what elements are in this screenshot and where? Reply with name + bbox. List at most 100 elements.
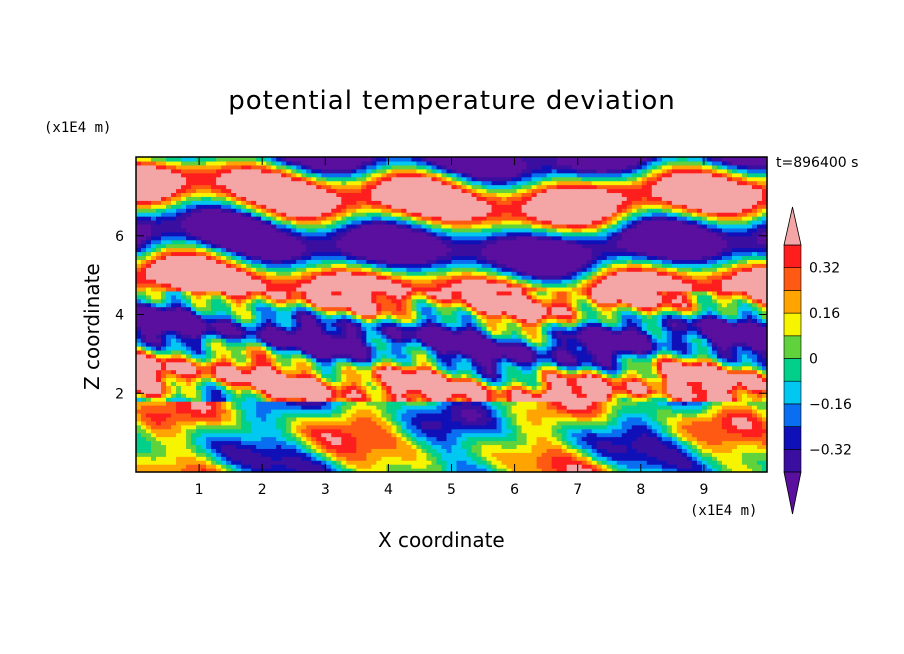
heatmap-cell <box>431 306 438 312</box>
heatmap-cell <box>431 212 438 217</box>
heatmap-cell <box>336 409 342 414</box>
heatmap-cell <box>341 200 347 205</box>
heatmap-cell <box>351 267 357 272</box>
heatmap-cell <box>411 290 418 296</box>
heatmap-cell <box>276 432 282 438</box>
heatmap-cell <box>416 192 423 197</box>
heatmap-cell <box>191 200 197 205</box>
heatmap-cell <box>141 397 147 402</box>
heatmap-cell <box>251 239 257 245</box>
heatmap-cell <box>446 444 453 449</box>
heatmap-cell <box>376 231 382 237</box>
heatmap-cell <box>201 444 207 449</box>
heatmap-cell <box>401 223 408 229</box>
heatmap-cell <box>411 267 418 272</box>
heatmap-cell <box>396 361 403 367</box>
heatmap-cell <box>446 432 453 438</box>
heatmap-cell <box>341 290 347 296</box>
heatmap-cell <box>236 460 242 465</box>
heatmap-cell <box>401 401 408 406</box>
heatmap-cell <box>306 460 312 465</box>
heatmap-cell <box>411 361 418 367</box>
heatmap-cell <box>306 365 312 371</box>
heatmap-cell <box>176 164 182 170</box>
heatmap-cell <box>346 397 352 402</box>
heatmap-cell <box>371 385 377 390</box>
heatmap-cell <box>436 168 443 174</box>
heatmap-cell <box>346 192 352 197</box>
heatmap-cell <box>211 393 217 398</box>
heatmap-cell <box>166 192 172 197</box>
heatmap-cell <box>336 373 342 379</box>
heatmap-cell <box>386 389 393 394</box>
heatmap-cell <box>361 420 367 426</box>
heatmap-cell <box>311 188 317 194</box>
heatmap-cell <box>341 243 347 249</box>
heatmap-cell <box>216 302 222 308</box>
heatmap-cell <box>191 373 197 379</box>
heatmap-cell <box>206 188 212 194</box>
heatmap-cell <box>291 259 297 264</box>
heatmap-cell <box>151 164 157 170</box>
heatmap-cell <box>216 346 222 351</box>
heatmap-cell <box>156 227 162 233</box>
heatmap-cell <box>371 223 377 229</box>
heatmap-cell <box>266 298 272 304</box>
heatmap-cell <box>396 334 403 339</box>
heatmap-cell <box>226 369 232 375</box>
heatmap-cell <box>326 361 332 367</box>
heatmap-cell <box>371 294 377 300</box>
heatmap-cell <box>176 227 182 233</box>
heatmap-cell <box>161 444 167 449</box>
heatmap-cell <box>271 180 277 186</box>
heatmap-cell <box>296 342 302 347</box>
heatmap-cell <box>141 440 147 446</box>
heatmap-cell <box>246 468 252 473</box>
heatmap-cell <box>341 220 347 225</box>
heatmap-cell <box>246 220 252 225</box>
heatmap-cell <box>331 235 337 241</box>
heatmap-cell <box>211 322 217 327</box>
heatmap-cell <box>291 286 297 292</box>
heatmap-cell <box>221 412 227 418</box>
heatmap-cell <box>331 365 337 371</box>
heatmap-cell <box>231 235 237 241</box>
heatmap-cell <box>166 227 172 233</box>
heatmap-cell <box>251 365 257 371</box>
heatmap-cell <box>156 172 162 178</box>
heatmap-cell <box>351 381 357 386</box>
heatmap-cell <box>371 334 377 339</box>
heatmap-cell <box>256 275 262 280</box>
heatmap-cell <box>396 409 403 414</box>
heatmap-cell <box>231 448 237 453</box>
heatmap-cell <box>146 456 152 461</box>
heatmap-cell <box>191 342 197 347</box>
heatmap-cell <box>446 389 453 394</box>
heatmap-cell <box>231 389 237 394</box>
heatmap-cell <box>376 227 382 233</box>
heatmap-cell <box>406 385 413 390</box>
heatmap-cell <box>281 243 287 249</box>
heatmap-cell <box>191 298 197 304</box>
heatmap-cell <box>371 247 377 253</box>
heatmap-cell <box>186 334 192 339</box>
heatmap-cell <box>361 223 367 229</box>
heatmap-cell <box>221 381 227 386</box>
heatmap-cell <box>311 361 317 367</box>
heatmap-cell <box>281 377 287 383</box>
heatmap-cell <box>151 200 157 205</box>
heatmap-cell <box>181 365 187 371</box>
heatmap-cell <box>381 460 387 465</box>
heatmap-cell <box>261 259 267 264</box>
heatmap-cell <box>371 409 377 414</box>
heatmap-cell <box>176 452 182 457</box>
heatmap-cell <box>351 204 357 209</box>
heatmap-cell <box>311 302 317 308</box>
heatmap-cell <box>431 286 438 292</box>
heatmap-cell <box>336 255 342 260</box>
heatmap-cell <box>231 192 237 197</box>
heatmap-cell <box>221 294 227 300</box>
heatmap-cell <box>416 263 423 268</box>
heatmap-cell <box>316 271 322 276</box>
heatmap-cell <box>411 377 418 383</box>
